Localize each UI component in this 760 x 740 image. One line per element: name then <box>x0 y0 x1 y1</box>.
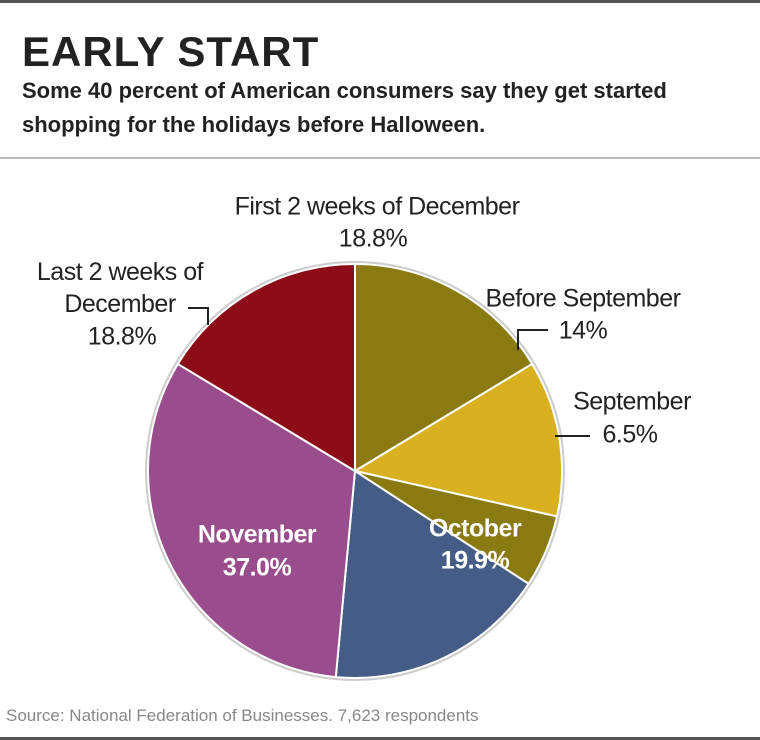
chart-subtitle: Some 40 percent of American consumers sa… <box>22 78 667 137</box>
separator <box>0 157 760 159</box>
pie-slice <box>176 262 356 473</box>
value-label: 18.8% <box>87 322 157 351</box>
bottom-rule <box>0 737 760 740</box>
leader-line <box>517 329 548 350</box>
slice-label: Last 2 weeks of December <box>36 258 204 318</box>
pie-slice <box>334 469 530 679</box>
slice-label: November <box>197 520 317 549</box>
slice-label: First 2 weeks of December <box>234 192 520 221</box>
top-rule <box>0 0 760 3</box>
leader-line <box>188 307 209 325</box>
pie-rim <box>145 261 565 681</box>
slices <box>145 261 565 681</box>
value-label: 19.9% <box>440 546 510 575</box>
slice-label: September <box>573 387 691 416</box>
pie-slice <box>352 362 563 518</box>
pie-slice <box>354 262 534 473</box>
pie-slice <box>147 362 357 679</box>
value-label: 14% <box>558 316 608 345</box>
chart-title: EARLY START <box>22 28 320 75</box>
source: Source: National Federation of Businesse… <box>6 706 479 725</box>
slice-label: October <box>428 514 522 543</box>
value-label: 6.5% <box>602 420 658 449</box>
slice-label: Before September <box>485 284 681 313</box>
value-label: 37.0% <box>222 553 292 582</box>
value-label: 18.8% <box>338 224 408 253</box>
leader-lines <box>188 307 590 437</box>
